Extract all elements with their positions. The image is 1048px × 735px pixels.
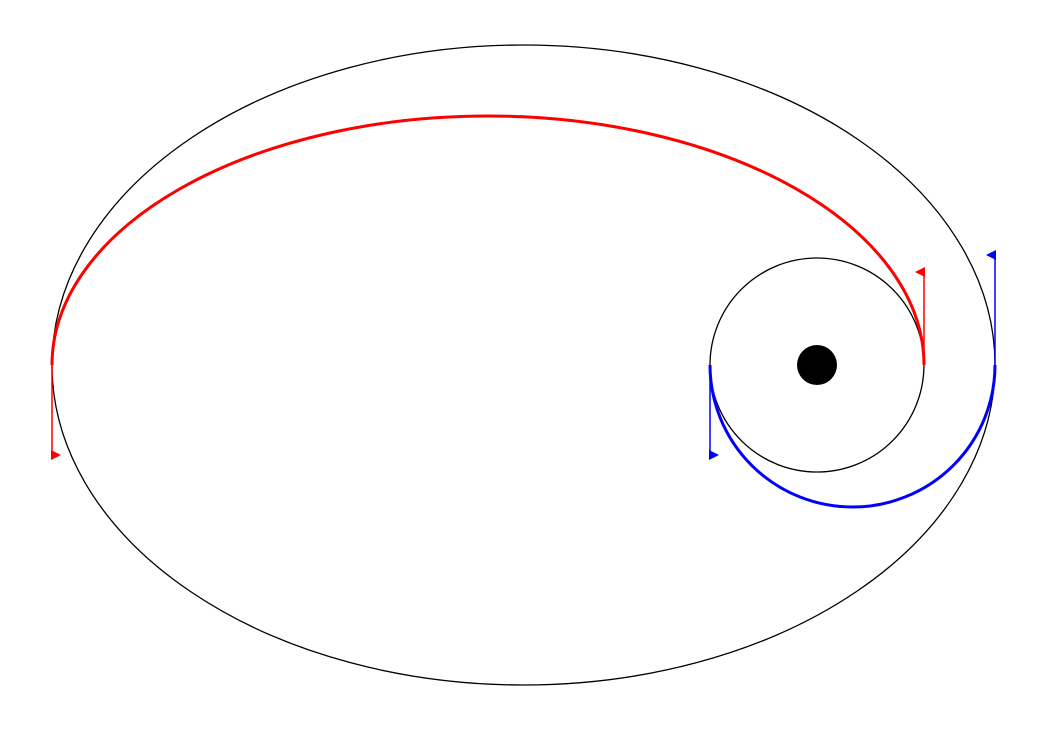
blue-transfer-arc [708,364,997,509]
central-body [797,345,837,385]
red-transfer-arc [50,114,926,366]
